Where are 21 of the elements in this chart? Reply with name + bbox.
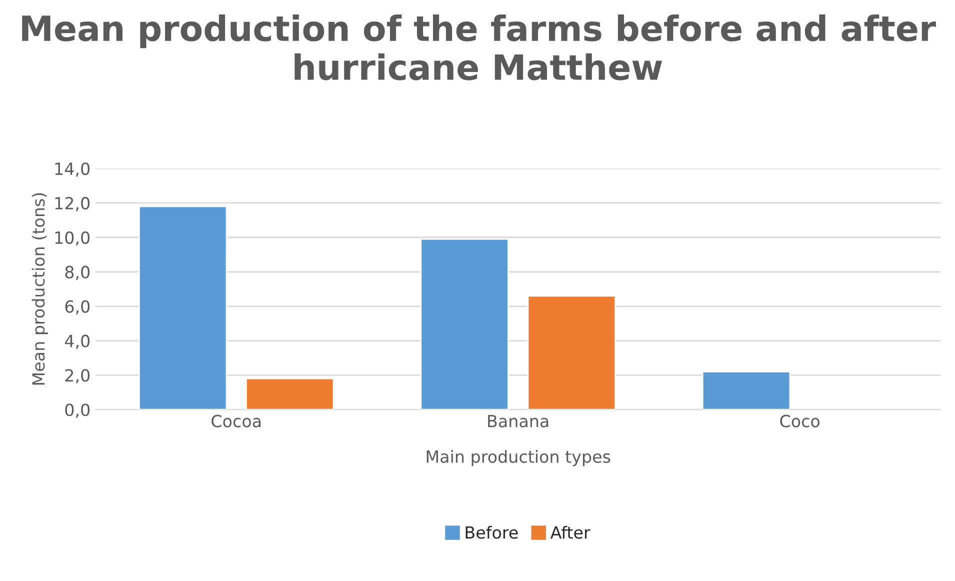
y-tick-label: 6,0 bbox=[65, 300, 90, 315]
y-tick-label: 14,0 bbox=[55, 162, 90, 177]
y-tick-label: 12,0 bbox=[55, 196, 90, 212]
y-tick-label: 0,0 bbox=[65, 404, 90, 418]
x-tick-label: Coco bbox=[780, 414, 820, 428]
x-tick-label: Banana bbox=[488, 414, 548, 428]
y-tick-label: 10,0 bbox=[55, 231, 90, 246]
legend-label: Before bbox=[466, 526, 518, 539]
y-axis-title: Mean production (tons) bbox=[32, 193, 48, 385]
bar bbox=[527, 295, 616, 410]
y-tick-label: 4,0 bbox=[64, 334, 90, 349]
bar bbox=[702, 371, 791, 410]
chart-title: Mean production of the farms before and after hurricane Matthew bbox=[22, 14, 936, 80]
bar bbox=[246, 378, 334, 410]
bar bbox=[420, 238, 509, 410]
bar bbox=[138, 206, 228, 410]
y-tick-label: 8,0 bbox=[65, 266, 90, 280]
x-axis-title: Main production types bbox=[426, 450, 610, 466]
x-tick-label: Cocoa bbox=[212, 414, 261, 428]
legend-label: After bbox=[550, 526, 590, 539]
y-tick-label: 2,0 bbox=[65, 369, 90, 384]
